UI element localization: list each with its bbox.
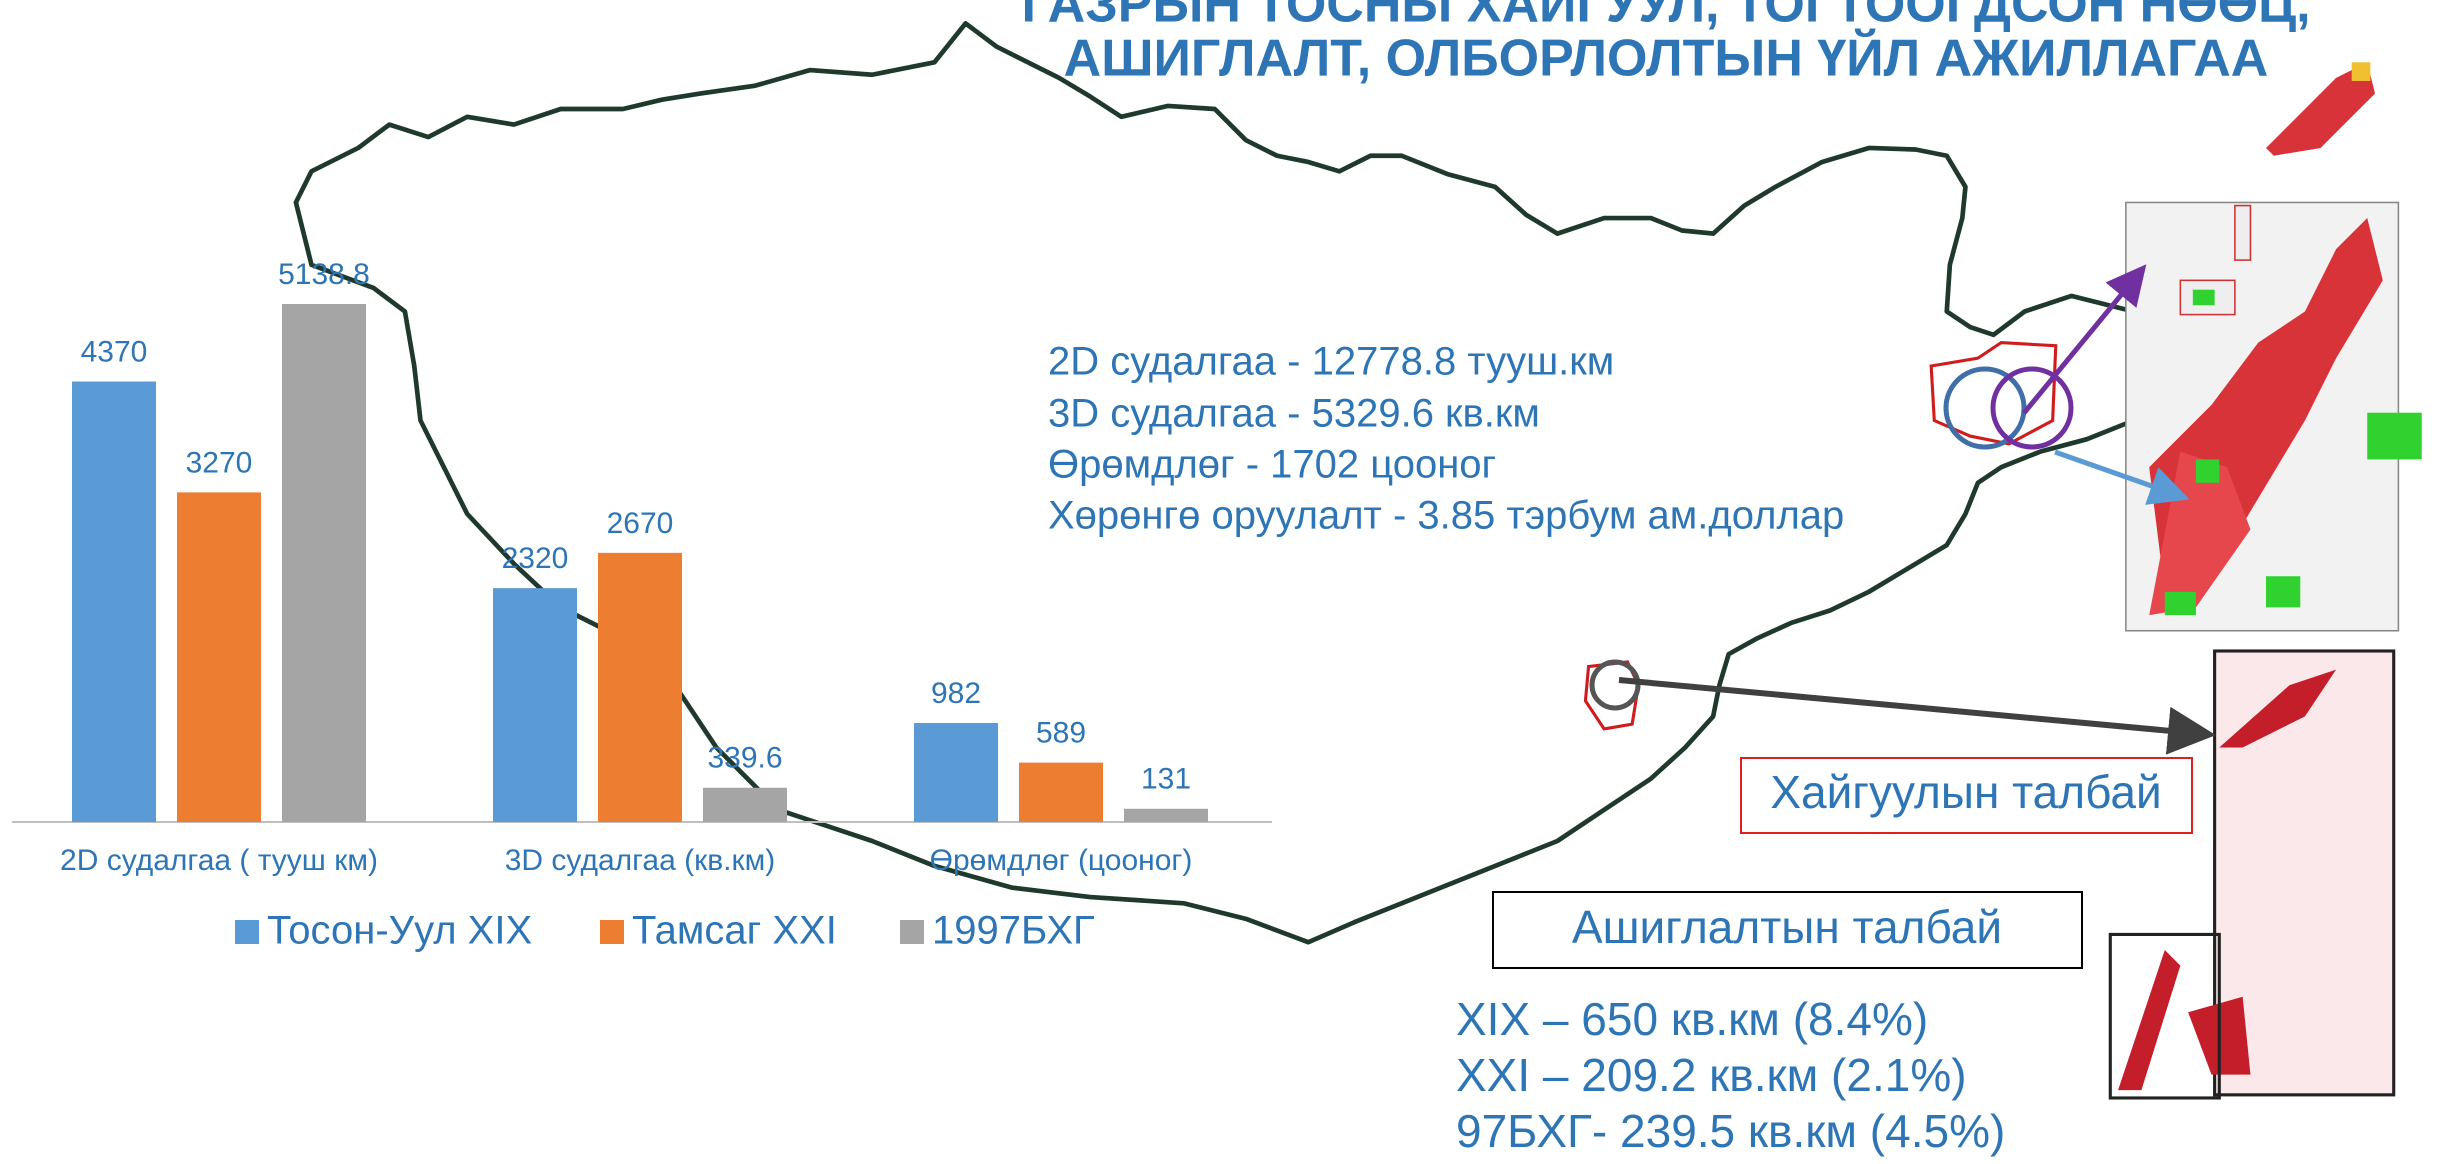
field-outline xyxy=(1929,341,2058,446)
area-line: 97БХГ- 239.5 кв.км (4.5%) xyxy=(1456,1105,2005,1157)
bar xyxy=(1124,808,1208,822)
value-label: 339.6 xyxy=(707,742,782,775)
value-label: 4370 xyxy=(81,335,148,368)
bar xyxy=(703,787,787,822)
info-line: Өрөмдлөг - 1702 цооног xyxy=(1048,443,1496,487)
bar xyxy=(493,588,577,822)
bar xyxy=(598,552,682,822)
area-line: XIX – 650 кв.км (8.4%) xyxy=(1456,993,1928,1045)
value-label: 131 xyxy=(1141,763,1191,796)
value-label: 2670 xyxy=(607,507,674,540)
field-outline xyxy=(1583,660,1640,731)
label-box xyxy=(1492,891,2083,969)
legend-label: 1997БХГ xyxy=(932,909,1095,953)
legend-swatch xyxy=(235,920,259,944)
map xyxy=(293,21,2422,1100)
bar xyxy=(72,381,156,822)
field-maps xyxy=(2108,62,2422,1100)
pointers xyxy=(1589,264,2216,755)
title-line: ГАЗРЫН ТОСНЫ ХАЙГУУЛ, ТОГТООГДСОН НӨӨЦ, xyxy=(1021,0,2310,34)
category-label: Өрөмдлөг (цооног) xyxy=(930,844,1193,877)
bar xyxy=(914,723,998,822)
title-line: АШИГЛАЛТ, ОЛБОРЛОЛТЫН ҮЙЛ АЖИЛЛАГАА xyxy=(1064,29,2269,88)
value-label: 5138.8 xyxy=(278,258,370,291)
value-label: 589 xyxy=(1036,717,1086,750)
bar xyxy=(1019,762,1103,822)
category-label: 2D судалгаа ( тууш км) xyxy=(60,844,378,877)
info-line: Хөрөнгө оруулалт - 3.85 тэрбум ам.доллар xyxy=(1048,494,1844,538)
legend-swatch xyxy=(900,920,924,944)
label-box xyxy=(1740,757,2193,834)
legend-label: Тосон-Уул XIX xyxy=(267,909,532,953)
value-label: 2320 xyxy=(502,542,569,575)
category-label: 3D судалгаа (кв.км) xyxy=(505,844,776,877)
bar xyxy=(177,492,261,822)
box-label: Хайгуулын талбай xyxy=(1770,766,2161,818)
value-label: 982 xyxy=(931,677,981,710)
bar xyxy=(282,304,366,822)
legend-label: Тамсаг XXI xyxy=(632,909,837,953)
legend-swatch xyxy=(600,920,624,944)
box-label: Ашиглалтын талбай xyxy=(1572,901,2002,953)
area-line: XXI – 209.2 кв.км (2.1%) xyxy=(1456,1049,1967,1101)
info-line: 2D судалгаа - 12778.8 тууш.км xyxy=(1048,340,1614,384)
value-label: 3270 xyxy=(186,446,253,479)
info-line: 3D судалгаа - 5329.6 кв.км xyxy=(1048,392,1540,436)
